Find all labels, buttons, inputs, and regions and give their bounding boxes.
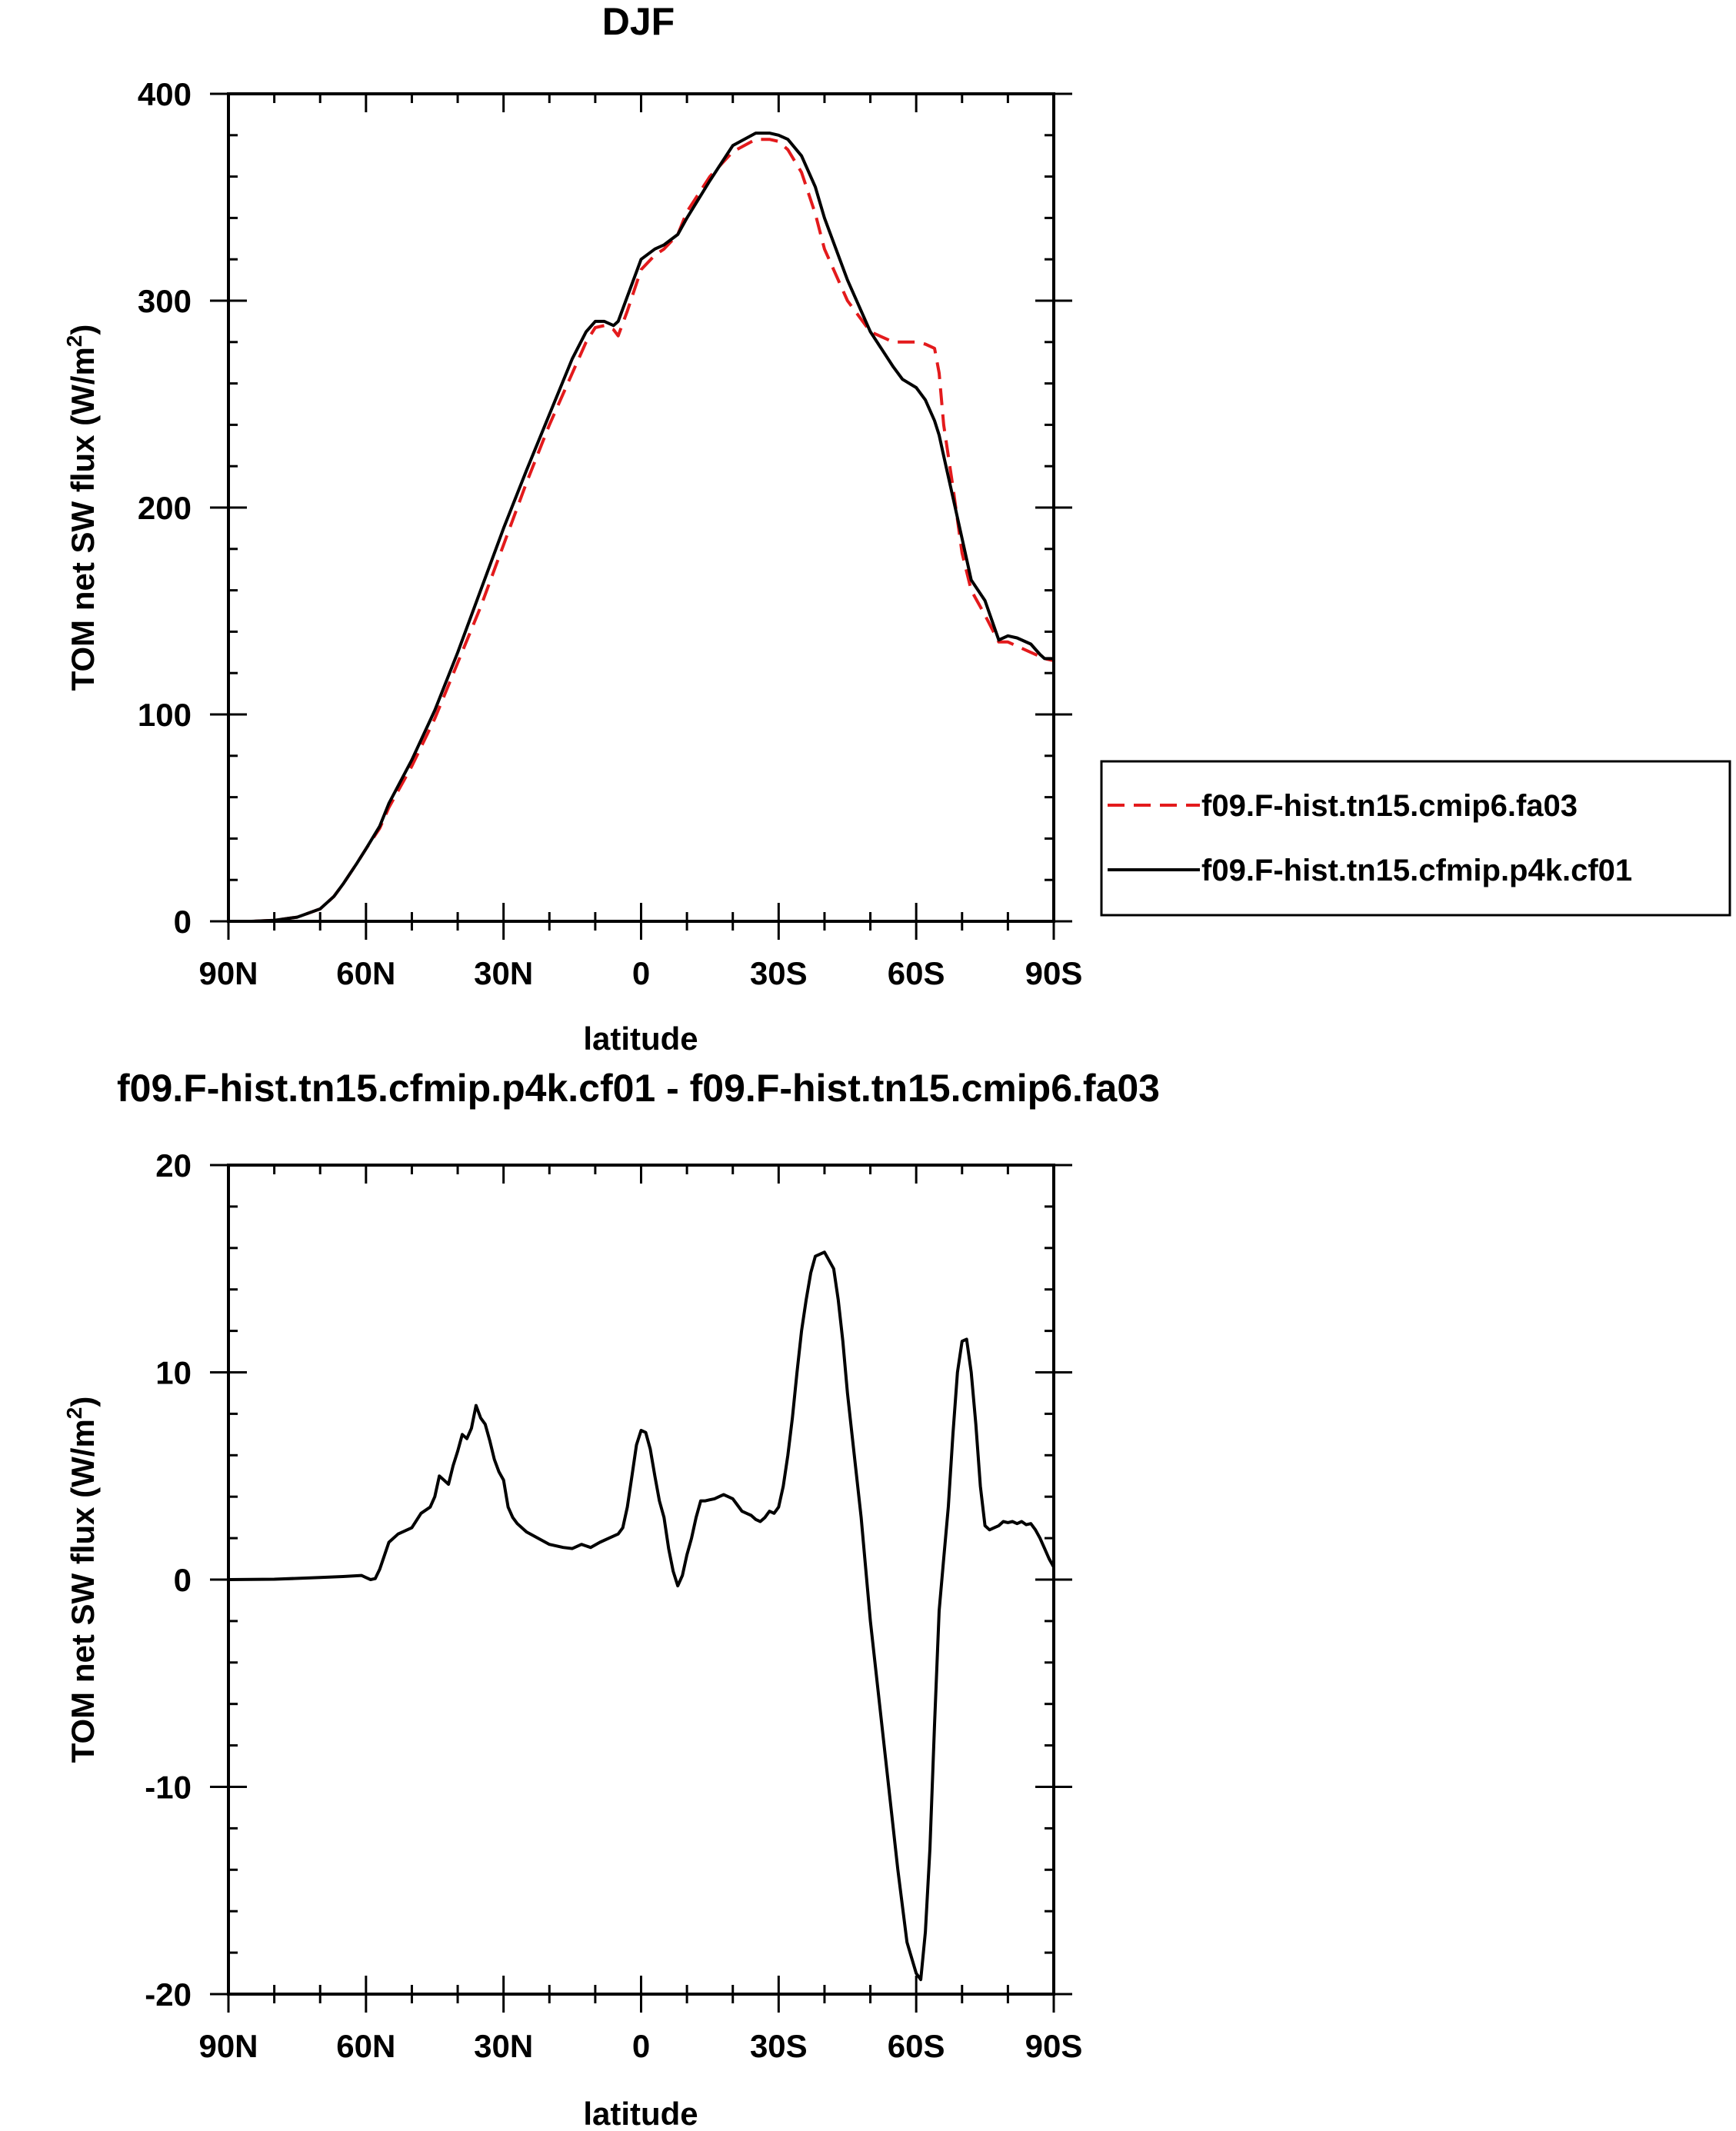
bottom-xtick-label: 0 — [632, 2028, 650, 2064]
bottom-xtick-label: 90S — [1025, 2028, 1083, 2064]
top-series-line-1 — [228, 132, 1054, 923]
bottom-xtick-label: 30N — [474, 2028, 533, 2064]
bottom-yaxis-label-main: TOM net SW flux (W/m — [65, 1419, 101, 1763]
top-yaxis-label-main: TOM net SW flux (W/m — [65, 347, 101, 691]
bottom-ytick-label: 10 — [155, 1355, 192, 1391]
top-xtick-label: 30N — [474, 955, 533, 991]
bottom-yaxis-label-sup: 2 — [62, 1407, 86, 1420]
top-title: DJF — [602, 0, 675, 43]
top-plot-area: 90N 60N 30N 0 30S 60S 90S 0 100 200 300 400 — [138, 76, 1082, 991]
top-xaxis-label: latitude — [583, 1021, 698, 1057]
bottom-ytick-label: -20 — [145, 1976, 192, 2013]
top-ytick-label: 400 — [138, 76, 192, 112]
bottom-ytick-label: 20 — [155, 1147, 192, 1184]
top-ytick-label: 200 — [138, 490, 192, 526]
top-xtick-label: 60N — [336, 955, 395, 991]
bottom-ytick-label: -10 — [145, 1770, 192, 1806]
bottom-ytick-label: 0 — [174, 1562, 192, 1598]
top-xtick-label: 30S — [750, 955, 808, 991]
top-xtick-label: 90S — [1025, 955, 1083, 991]
top-ytick-label: 300 — [138, 283, 192, 319]
legend-label-fa03: f09.F-hist.tn15.cmip6.fa03 — [1201, 789, 1578, 823]
legend-label-cf01: f09.F-hist.tn15.cfmip.p4k.cf01 — [1201, 854, 1632, 887]
bottom-title: f09.F-hist.tn15.cfmip.p4k.cf01 - f09.F-h… — [117, 1067, 1160, 1110]
top-panel: DJF 90N 60N 30N 0 30S 60S 90S 0 100 200 300 400 lat… — [62, 0, 1731, 1057]
top-ytick-label: 0 — [174, 904, 192, 940]
top-ytick-label: 100 — [138, 697, 192, 733]
bottom-series-line-0 — [228, 1250, 1055, 1982]
bottom-yaxis-label: TOM net SW flux (W/m2) — [62, 1397, 101, 1763]
top-plot-frame — [227, 92, 1055, 923]
top-xtick-label: 0 — [632, 955, 650, 991]
bottom-plot-frame — [227, 1164, 1055, 1996]
top-xtick-label: 60S — [888, 955, 945, 991]
top-yaxis-label-sup: 2 — [62, 335, 86, 348]
top-yaxis-label: TOM net SW flux (W/m2) — [62, 325, 101, 691]
bottom-xtick-label: 30S — [750, 2028, 808, 2064]
top-yaxis-label-end: ) — [65, 325, 101, 335]
bottom-xaxis-label: latitude — [583, 2096, 698, 2131]
bottom-xtick-label: 90N — [198, 2028, 258, 2064]
bottom-yaxis-label-end: ) — [65, 1397, 101, 1407]
legend-box — [1100, 760, 1731, 917]
bottom-xtick-label: 60N — [336, 2028, 395, 2064]
top-xtick-label: 90N — [198, 955, 258, 991]
bottom-plot-area: 90N 60N 30N 0 30S 60S 90S -20 -10 0 10 20 — [145, 1147, 1082, 2064]
legend: f09.F-hist.tn15.cmip6.fa03 f09.F-hist.tn… — [1100, 760, 1731, 917]
bottom-panel: f09.F-hist.tn15.cfmip.p4k.cf01 - f09.F-h… — [62, 1067, 1160, 2131]
bottom-xtick-label: 60S — [888, 2028, 945, 2064]
top-series-line-0 — [228, 138, 1055, 923]
